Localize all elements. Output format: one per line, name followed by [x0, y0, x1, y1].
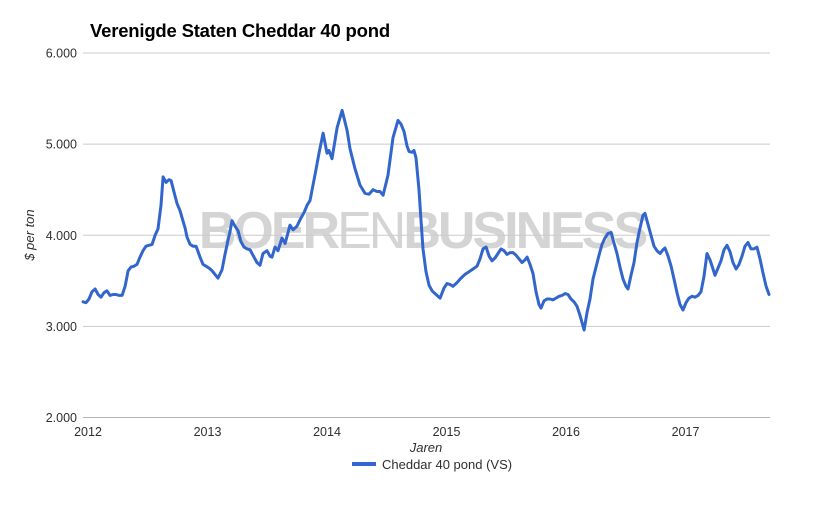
y-axis-title: $ per ton — [22, 209, 37, 261]
y-tick-label: 4.000 — [46, 229, 77, 243]
x-tick-label: 2017 — [672, 425, 700, 439]
legend-label: Cheddar 40 pond (VS) — [382, 457, 512, 472]
x-tick-label: 2012 — [74, 425, 102, 439]
y-axis-tick-labels: 2.000 3.000 4.000 5.000 6.000 — [46, 47, 77, 426]
watermark-segment: BUSINESS — [403, 202, 646, 260]
x-axis-title: Jaren — [409, 440, 443, 455]
watermark: BOERENBUSINESS — [199, 202, 647, 260]
x-tick-label: 2013 — [194, 425, 222, 439]
y-tick-label: 5.000 — [46, 138, 77, 152]
x-tick-label: 2016 — [552, 425, 580, 439]
price-line-cheddar — [81, 108, 771, 332]
y-tick-label: 2.000 — [46, 411, 77, 425]
x-axis-tick-labels: 2012 2013 2014 2015 2016 2017 — [74, 425, 699, 439]
watermark-segment: BOER — [199, 202, 340, 260]
legend: Cheddar 40 pond (VS) — [352, 457, 512, 472]
y-tick-label: 6.000 — [46, 47, 77, 61]
y-tick-label: 3.000 — [46, 320, 77, 334]
page-title: Verenigde Staten Cheddar 40 pond — [90, 20, 390, 41]
watermark-segment: EN — [337, 202, 403, 260]
x-tick-label: 2014 — [313, 425, 341, 439]
x-tick-label: 2015 — [433, 425, 461, 439]
gridlines — [83, 52, 770, 418]
